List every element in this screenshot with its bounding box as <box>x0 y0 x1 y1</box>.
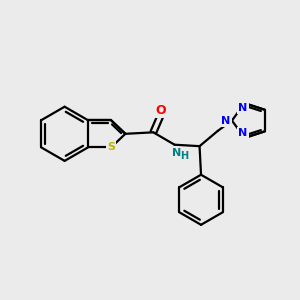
Text: H: H <box>180 151 188 161</box>
Text: S: S <box>107 142 115 152</box>
Text: N: N <box>238 128 248 138</box>
Text: O: O <box>155 104 166 117</box>
Text: N: N <box>221 116 231 126</box>
Text: N: N <box>172 148 181 158</box>
Text: N: N <box>238 103 248 113</box>
